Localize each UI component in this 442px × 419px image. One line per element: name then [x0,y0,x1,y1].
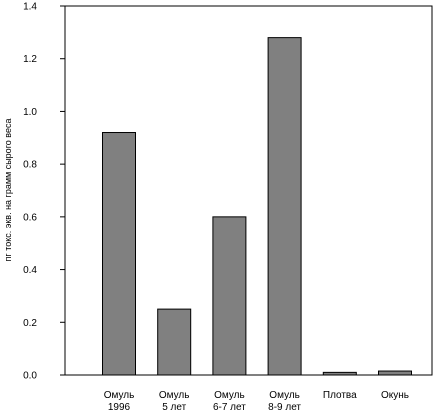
x-tick-label: Плотва [323,390,357,401]
x-tick-label: Омуль 6-7 лет [213,390,246,413]
y-tick-label: 0.6 [23,212,37,223]
y-tick-label: 1.2 [23,54,37,65]
y-tick-label: 1.4 [23,2,37,13]
bar [267,37,302,376]
x-tick-label: Омуль 1996 [104,390,135,413]
y-tick-label: 0.0 [23,371,37,382]
x-tick-label-line: Омуль [104,390,135,401]
bar-series [102,37,412,376]
x-tick-label: Окунь [381,390,409,401]
x-tick-label-line: 1996 [108,402,131,413]
x-tick-label: Омуль 5 лет [159,390,190,413]
x-tick-label-line: 5 лет [162,402,186,413]
bar [102,132,136,376]
x-tick-label-line: Плотва [323,390,357,401]
y-tick-label: 0.4 [23,265,37,276]
x-tick-label-line: Омуль [159,390,190,401]
plot-frame [64,5,433,376]
y-axis-ticks: 0.0 0.2 0.4 0.6 0.8 1.0 1.2 1.4 [23,2,65,382]
bar [378,370,412,376]
y-tick-label: 0.8 [23,160,37,171]
x-tick-label-line: Окунь [381,390,409,401]
x-tick-label-line: 8-9 лет [268,402,301,413]
bar [322,371,357,376]
x-tick-label: Омуль 8-9 лет [268,390,301,413]
bar [157,308,192,376]
y-axis-label: пг токс. экв. на грамм сырого веса [3,119,13,262]
x-tick-label-line: Омуль [269,390,300,401]
bar [212,216,247,376]
y-tick-label: 1.0 [23,107,37,118]
x-tick-label-line: Омуль [214,390,245,401]
y-tick-label: 0.2 [23,318,37,329]
x-tick-label-line: 6-7 лет [213,402,246,413]
